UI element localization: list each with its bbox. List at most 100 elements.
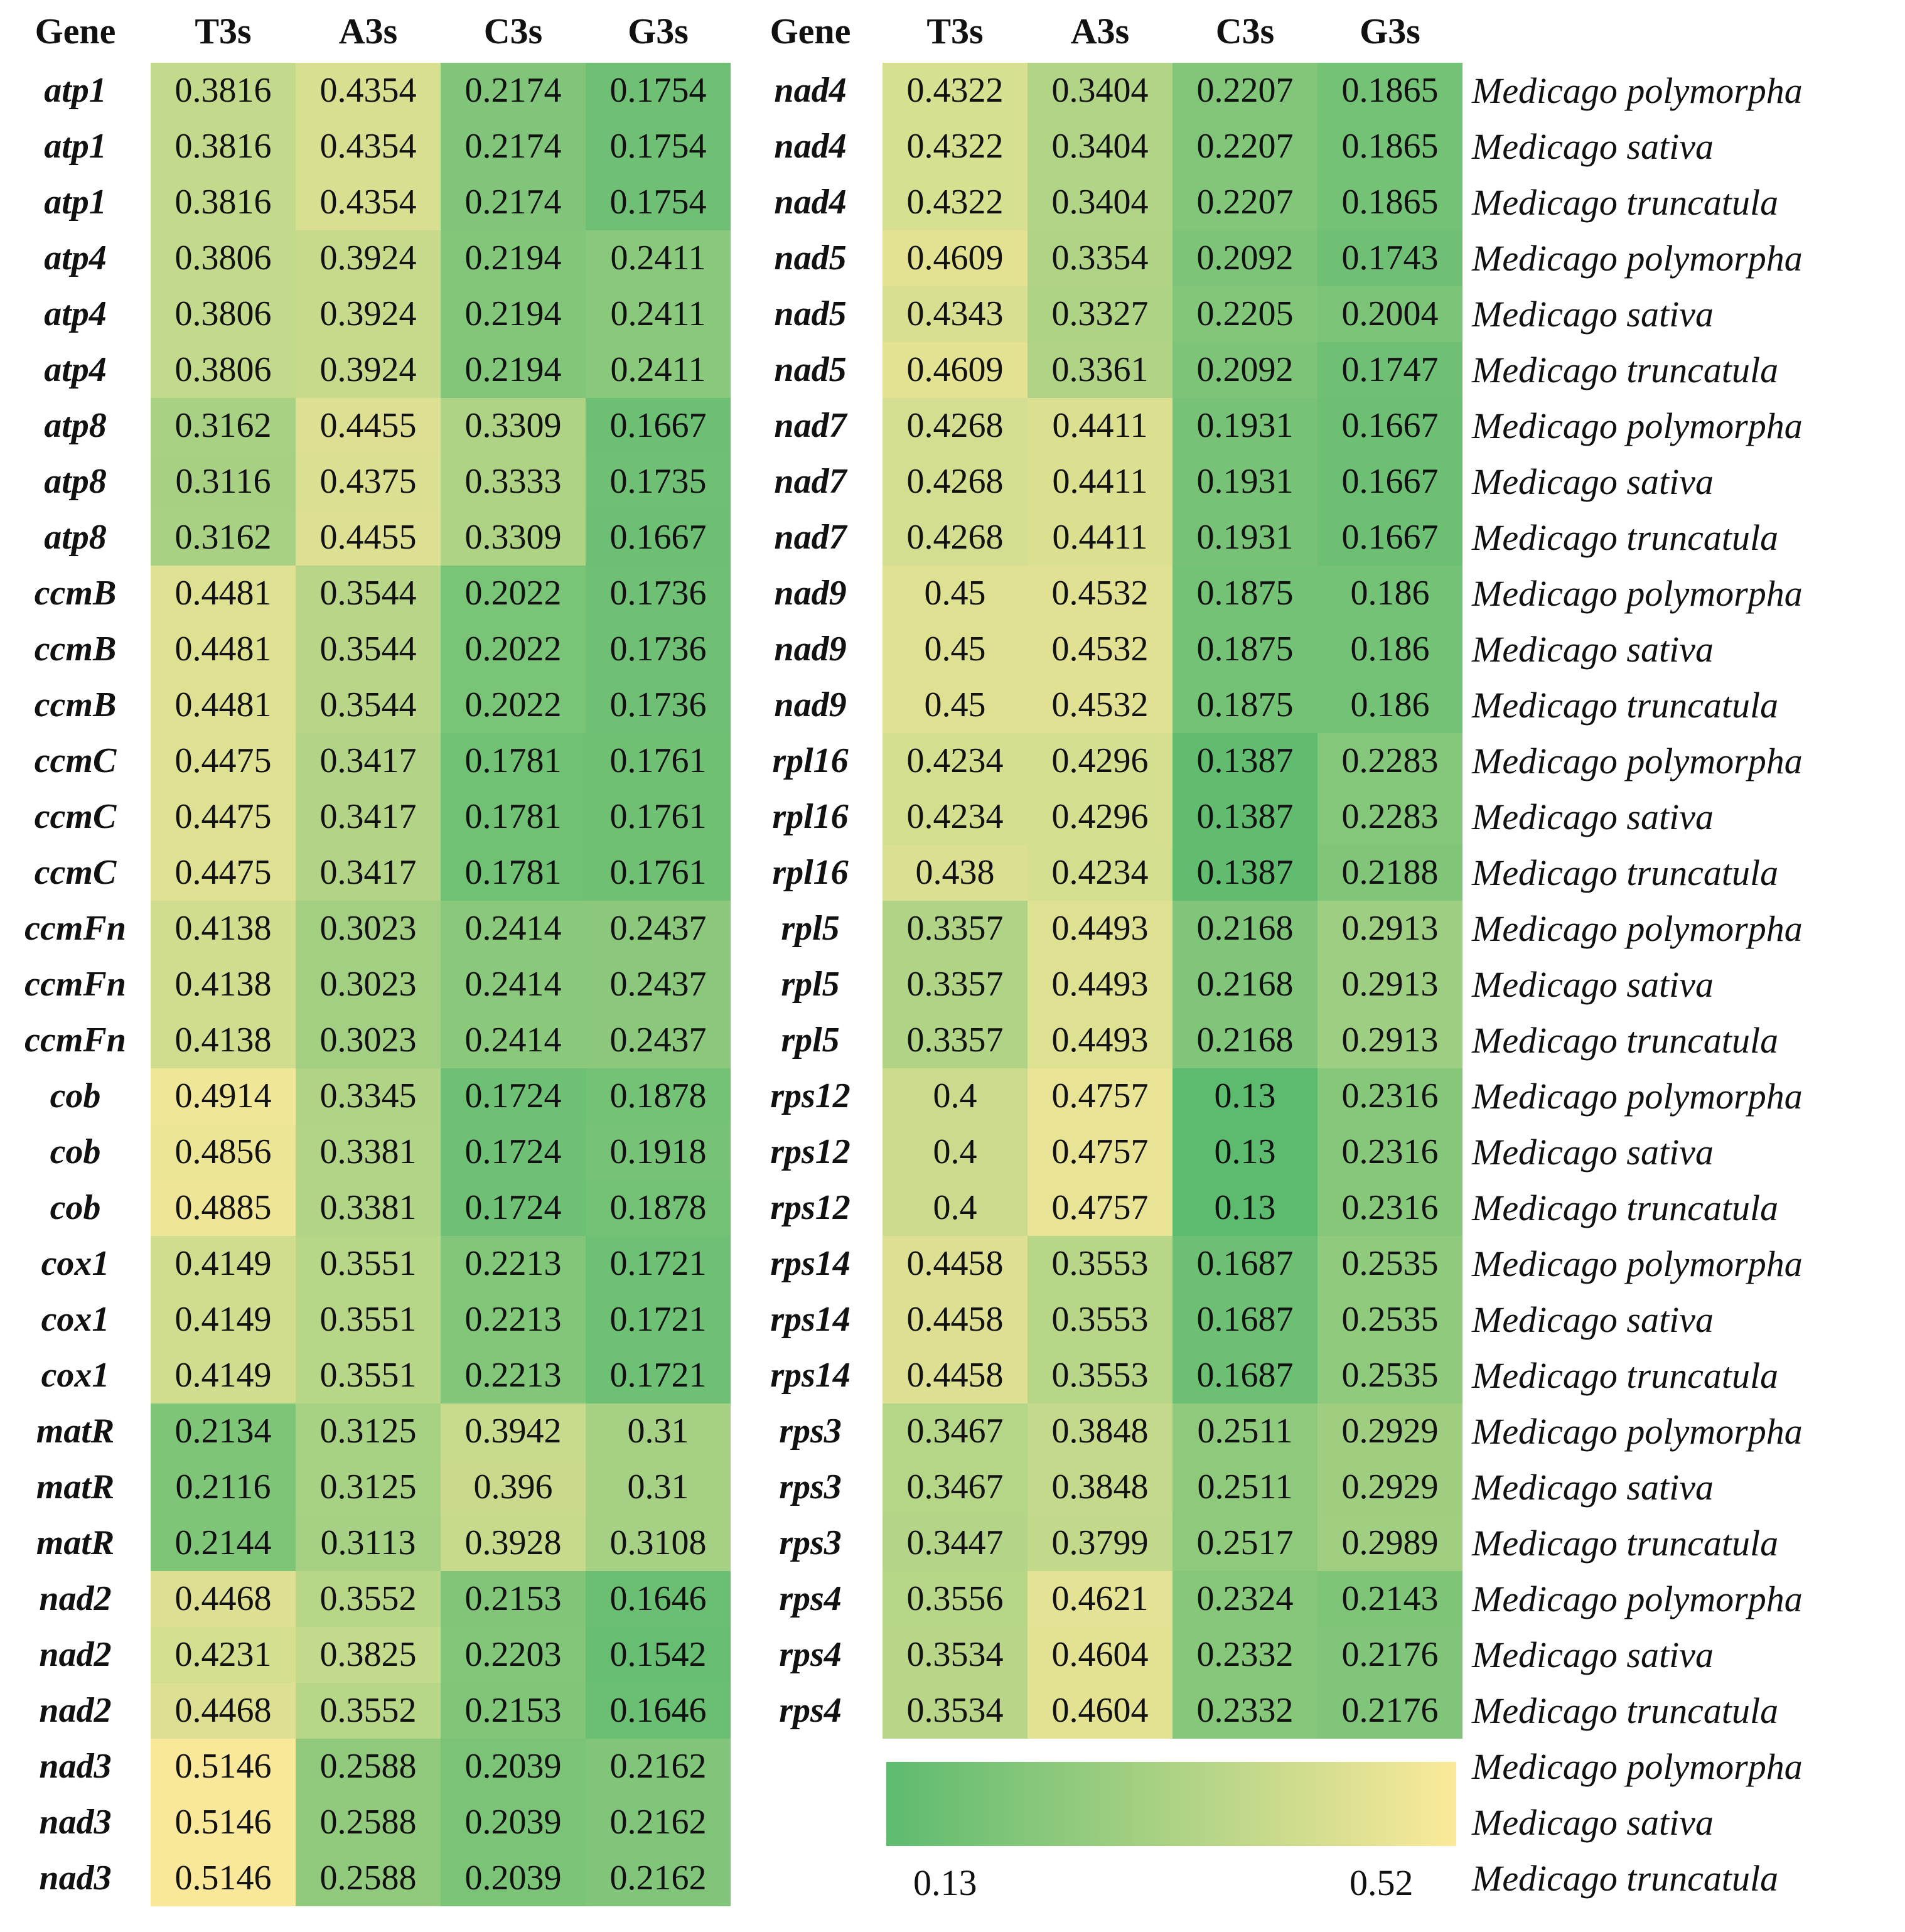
- species-label: Medicago sativa: [1472, 126, 1714, 167]
- heatmap-cell: 0.4468: [151, 1683, 296, 1739]
- heatmap-cell: 0.1865: [1317, 119, 1462, 174]
- heatmap-cell: 0.4354: [296, 119, 441, 174]
- heatmap-cell: 0.2316: [1317, 1180, 1462, 1236]
- heatmap-cell: 0.4268: [883, 510, 1028, 566]
- heatmap-cell: 0.3806: [151, 286, 296, 342]
- gene-label: rpl5: [781, 909, 840, 948]
- species-label: Medicago truncatula: [1472, 1188, 1779, 1228]
- gene-label: nad3: [39, 1803, 112, 1842]
- heatmap-cell: 0.3113: [296, 1515, 441, 1571]
- gene-label: rpl16: [772, 741, 849, 780]
- heatmap-cell: 0.1724: [441, 1124, 586, 1180]
- species-label: Medicago polymorpha: [1472, 1243, 1803, 1284]
- heatmap-cell: 0.3417: [296, 733, 441, 789]
- heatmap-cell: 0.2283: [1317, 733, 1462, 789]
- gene-label: ccmFn: [24, 1021, 126, 1060]
- heatmap-cell: 0.4458: [883, 1292, 1028, 1348]
- gene-label: rps14: [770, 1244, 851, 1283]
- heatmap-cell: 0.1667: [586, 398, 731, 454]
- heatmap-cell: 0.2913: [1317, 957, 1462, 1012]
- heatmap-cell: 0.1865: [1317, 63, 1462, 119]
- heatmap-cell: 0.2517: [1173, 1515, 1317, 1571]
- heatmap-cell: 0.1918: [586, 1124, 731, 1180]
- heatmap-cell: 0.2022: [441, 677, 586, 733]
- heatmap-cell: 0.2168: [1173, 1012, 1317, 1068]
- heatmap-cell: 0.3553: [1028, 1292, 1173, 1348]
- heatmap-cell: 0.3799: [1028, 1515, 1173, 1571]
- gene-label: ccmFn: [24, 965, 126, 1004]
- heatmap-cell: 0.2414: [441, 1012, 586, 1068]
- heatmap-cell: 0.1687: [1173, 1292, 1317, 1348]
- heatmap-cell: 0.3806: [151, 230, 296, 286]
- species-label: Medicago truncatula: [1472, 1020, 1779, 1061]
- heatmap-cell: 0.1687: [1173, 1348, 1317, 1403]
- heatmap-cell: 0.45: [883, 677, 1028, 733]
- heatmap-cell: 0.4234: [1028, 845, 1173, 901]
- heatmap-cell: 0.3404: [1028, 119, 1173, 174]
- gene-label: atp1: [44, 127, 107, 166]
- heatmap-cell: 0.4234: [883, 789, 1028, 845]
- heatmap-cell: 0.4609: [883, 230, 1028, 286]
- gene-label: ccmB: [34, 630, 117, 668]
- color-scale-min-label: 0.13: [913, 1862, 977, 1903]
- gene-label: cox1: [41, 1356, 110, 1395]
- heatmap-cell: 0.3381: [296, 1124, 441, 1180]
- heatmap-cell: 0.3816: [151, 174, 296, 230]
- heatmap-cell: 0.1724: [441, 1180, 586, 1236]
- heatmap-cell: 0.2092: [1173, 342, 1317, 398]
- gene-label: rps14: [770, 1356, 851, 1395]
- heatmap-cell: 0.2194: [441, 230, 586, 286]
- heatmap-cell: 0.3551: [296, 1348, 441, 1403]
- gene-label: atp4: [44, 350, 107, 389]
- heatmap-cell: 0.2194: [441, 286, 586, 342]
- heatmap-cell: 0.1761: [586, 789, 731, 845]
- heatmap-cell: 0.3924: [296, 230, 441, 286]
- heatmap-cell: 0.4343: [883, 286, 1028, 342]
- gene-label: atp4: [44, 239, 107, 277]
- heatmap-cell: 0.3553: [1028, 1236, 1173, 1292]
- heatmap-cell: 0.1781: [441, 845, 586, 901]
- heatmap-cell: 0.2205: [1173, 286, 1317, 342]
- heatmap-cell: 0.1721: [586, 1236, 731, 1292]
- heatmap-cell: 0.4296: [1028, 733, 1173, 789]
- gene-label: nad5: [774, 350, 847, 389]
- heatmap-cell: 0.4138: [151, 901, 296, 957]
- gene-label: nad2: [39, 1635, 112, 1674]
- heatmap-cell: 0.4354: [296, 63, 441, 119]
- heatmap-cell: 0.4481: [151, 677, 296, 733]
- heatmap-cell: 0.3816: [151, 63, 296, 119]
- heatmap-cell: 0.2176: [1317, 1683, 1462, 1739]
- heatmap-cell: 0.2411: [586, 342, 731, 398]
- heatmap-cell: 0.2213: [441, 1236, 586, 1292]
- heatmap-cell: 0.1387: [1173, 845, 1317, 901]
- heatmap-cell: 0.2588: [296, 1795, 441, 1850]
- species-label: Medicago polymorpha: [1472, 1579, 1803, 1619]
- heatmap-cell: 0.3806: [151, 342, 296, 398]
- heatmap-cell: 0.3333: [441, 454, 586, 510]
- heatmap-cell: 0.2989: [1317, 1515, 1462, 1571]
- heatmap-cell: 0.4914: [151, 1068, 296, 1124]
- heatmap-cell: 0.13: [1173, 1124, 1317, 1180]
- heatmap-cell: 0.4481: [151, 566, 296, 621]
- gene-label: nad5: [774, 294, 847, 333]
- column-header-gene: Gene: [35, 11, 116, 51]
- species-label: Medicago truncatula: [1472, 1858, 1779, 1899]
- heatmap-cell: 0.3327: [1028, 286, 1173, 342]
- species-label: Medicago truncatula: [1472, 852, 1779, 893]
- heatmap-cell: 0.3544: [296, 677, 441, 733]
- heatmap-cell: 0.1667: [1317, 398, 1462, 454]
- heatmap-cell: 0.4493: [1028, 957, 1173, 1012]
- heatmap-cell: 0.4375: [296, 454, 441, 510]
- heatmap-cell: 0.3534: [883, 1627, 1028, 1683]
- color-scale-max-label: 0.52: [1350, 1862, 1414, 1903]
- heatmap-cell: 0.2437: [586, 901, 731, 957]
- heatmap-cell: 0.31: [586, 1459, 731, 1515]
- heatmap-cell: 0.1761: [586, 733, 731, 789]
- gene-label: nad4: [774, 127, 847, 166]
- gene-label: rpl16: [772, 797, 849, 836]
- heatmap-cell: 0.2511: [1173, 1403, 1317, 1459]
- heatmap-cell: 0.2116: [151, 1459, 296, 1515]
- heatmap-cell: 0.3556: [883, 1571, 1028, 1627]
- heatmap-cell: 0.1931: [1173, 454, 1317, 510]
- gene-label: nad2: [39, 1691, 112, 1730]
